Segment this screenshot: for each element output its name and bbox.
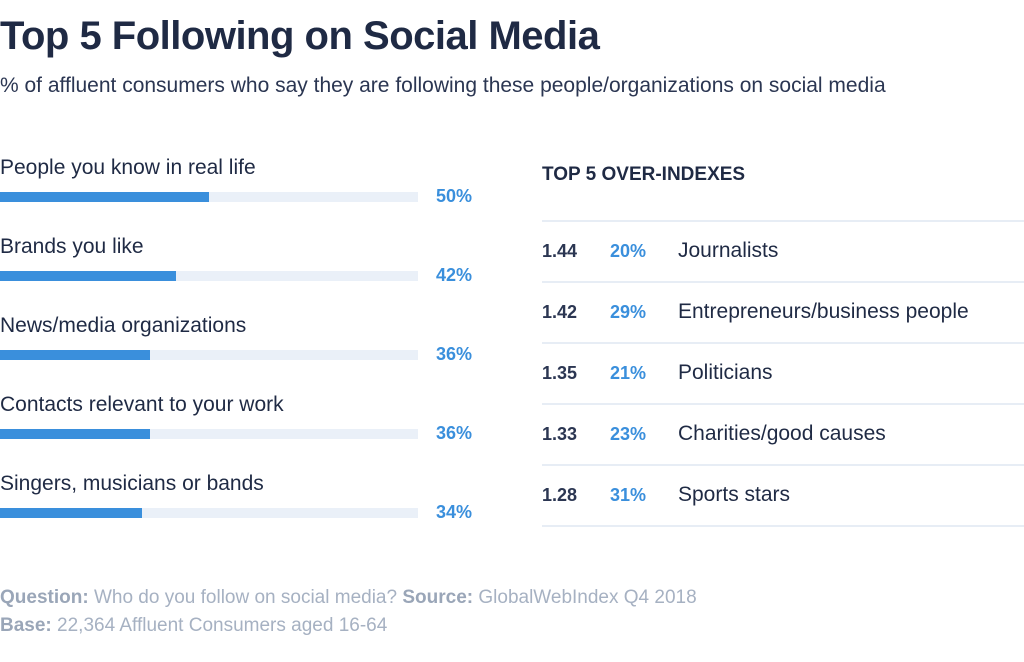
bar-category-label: People you know in real life: [0, 156, 256, 179]
bar-row: Singers, musicians or bands 34%: [0, 472, 500, 532]
over-index-percent: 23%: [610, 424, 647, 444]
bar: [0, 192, 209, 202]
over-index-label: Journalists: [678, 239, 779, 262]
table-divider: [542, 403, 1024, 405]
table-row: 1.44 20% Journalists: [542, 222, 1024, 282]
bar-value-label: 36%: [436, 423, 473, 443]
over-index-label: Sports stars: [678, 483, 791, 506]
bar-track: [0, 271, 418, 281]
question-label: Question:: [0, 587, 89, 608]
page-subtitle: % of affluent consumers who say they are…: [0, 74, 886, 97]
question-text: Who do you follow on social media?: [93, 587, 398, 608]
bar-value-label: 50%: [436, 186, 473, 206]
table-row: 1.42 29% Entrepreneurs/business people: [542, 283, 1024, 343]
bar-track: [0, 192, 418, 202]
over-index-percent: 31%: [610, 485, 647, 505]
over-index-label: Entrepreneurs/business people: [678, 300, 969, 323]
table-divider: [542, 464, 1024, 466]
table-row: 1.28 31% Sports stars: [542, 466, 1024, 526]
bar: [0, 508, 143, 518]
bar-value-label: 34%: [436, 502, 473, 522]
footer-line-2: Base: 22,364 Affluent Consumers aged 16-…: [0, 612, 697, 640]
bar-category-label: Brands you like: [0, 235, 144, 258]
table-divider: [542, 220, 1024, 222]
bar-category-label: Contacts relevant to your work: [0, 393, 284, 416]
table-row: 1.33 23% Charities/good causes: [542, 405, 1024, 465]
bar-row: Contacts relevant to your work 36%: [0, 393, 500, 453]
bar-value-label: 42%: [436, 265, 473, 285]
base-label: Base:: [0, 615, 52, 636]
over-index-value: 1.35: [542, 363, 578, 383]
page-title: Top 5 Following on Social Media: [0, 14, 600, 58]
bar: [0, 271, 176, 281]
source-label: Source:: [402, 587, 474, 608]
table-divider: [542, 281, 1024, 283]
over-index-heading: TOP 5 OVER-INDEXES: [542, 164, 746, 185]
footer-line-1: Question: Who do you follow on social me…: [0, 584, 697, 612]
bar-category-label: News/media organizations: [0, 314, 247, 337]
bar-track: [0, 508, 418, 518]
bar-track: [0, 429, 418, 439]
bar-category-label: Singers, musicians or bands: [0, 472, 264, 495]
table-divider: [542, 525, 1024, 527]
over-index-value: 1.44: [542, 241, 578, 261]
base-text: 22,364 Affluent Consumers aged 16-64: [57, 615, 388, 636]
over-index-percent: 20%: [610, 241, 647, 261]
over-index-percent: 29%: [610, 302, 647, 322]
over-index-value: 1.28: [542, 485, 578, 505]
over-index-value: 1.33: [542, 424, 578, 444]
table-divider: [542, 342, 1024, 344]
bar-value-label: 36%: [436, 344, 473, 364]
over-index-label: Politicians: [678, 361, 773, 384]
bar-track: [0, 350, 418, 360]
bar: [0, 429, 151, 439]
over-index-value: 1.42: [542, 302, 578, 322]
bar: [0, 350, 151, 360]
table-row: 1.35 21% Politicians: [542, 344, 1024, 404]
over-index-percent: 21%: [610, 363, 647, 383]
source-text: GlobalWebIndex Q4 2018: [478, 587, 697, 608]
bar-row: Brands you like 42%: [0, 235, 500, 295]
over-index-label: Charities/good causes: [678, 422, 886, 445]
footer: Question: Who do you follow on social me…: [0, 584, 697, 640]
bar-row: News/media organizations 36%: [0, 314, 500, 374]
bar-row: People you know in real life 50%: [0, 156, 500, 216]
